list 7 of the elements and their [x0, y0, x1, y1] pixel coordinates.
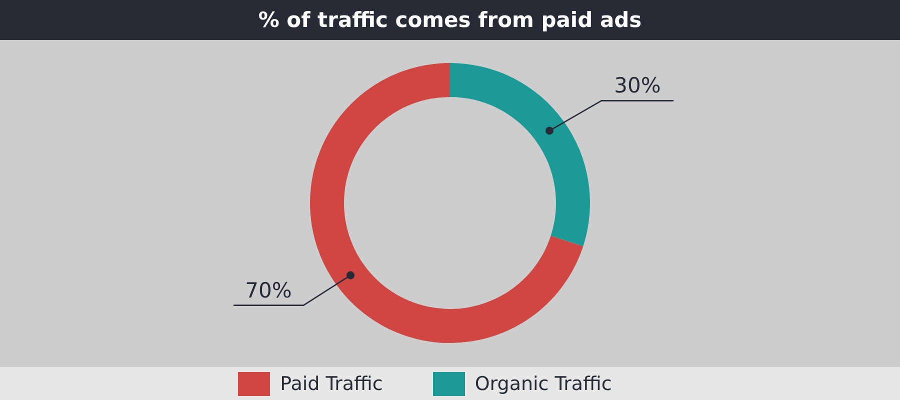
legend-label: Paid Traffic	[280, 372, 383, 394]
data-label: 70%	[245, 278, 292, 302]
donut-slice	[450, 63, 590, 246]
data-label: 30%	[614, 74, 661, 98]
chart-title: % of traffic comes from paid ads	[0, 0, 900, 40]
donut-slice	[310, 63, 584, 343]
legend-label: Organic Traffic	[474, 372, 612, 394]
